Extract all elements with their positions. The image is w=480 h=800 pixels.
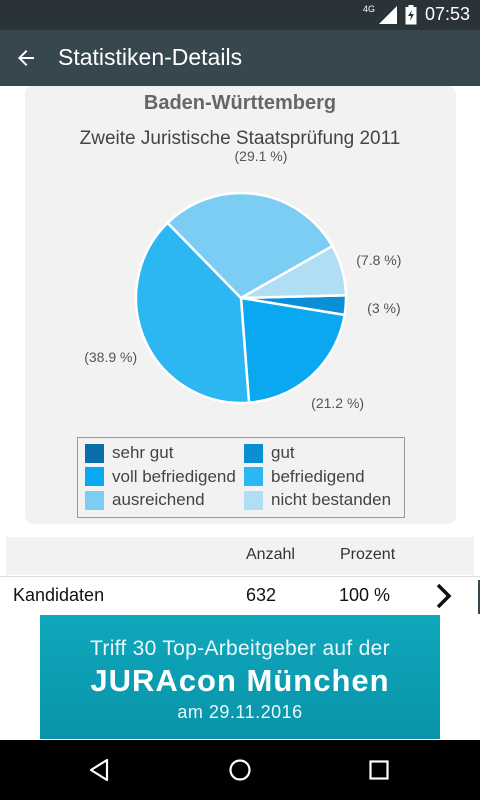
banner-line-3: am 29.11.2016 xyxy=(177,702,303,722)
pie-slice-label: (38.9 %) xyxy=(84,348,138,365)
legend-swatch xyxy=(85,490,104,510)
table-row[interactable]: Kandidaten 632 100 % xyxy=(0,576,480,614)
pie-chart xyxy=(134,191,348,405)
network-type: 4G xyxy=(362,3,375,14)
table-header: Anzahl Prozent xyxy=(6,537,474,575)
back-triangle-icon xyxy=(89,758,109,782)
row-label: Kandidaten xyxy=(13,585,105,605)
row-prozent: 100 % xyxy=(339,585,391,605)
legend-swatch xyxy=(244,443,263,463)
ad-banner[interactable]: Triff 30 Top-Arbeitgeber auf der JURAcon… xyxy=(40,615,440,739)
legend-label: befriedigend xyxy=(271,466,365,486)
legend-swatch xyxy=(244,467,263,486)
nav-recents-button[interactable] xyxy=(359,752,399,788)
legend-item: nicht bestanden xyxy=(244,489,391,511)
legend-item: gut xyxy=(244,442,295,464)
legend-swatch xyxy=(85,467,104,486)
toolbar: Statistiken-Details xyxy=(0,30,480,86)
column-header-anzahl: Anzahl xyxy=(246,546,295,563)
status-time: 07:53 xyxy=(424,4,470,24)
legend-item: voll befriedigend xyxy=(85,466,236,488)
legend-label: ausreichend xyxy=(112,490,205,509)
scroll-edge-indicator xyxy=(478,580,480,614)
page-title: Statistiken-Details xyxy=(58,44,243,70)
chart-subtitle: Zweite Juristische Staatsprüfung 2011 xyxy=(79,128,401,149)
pie-slice-label: (21.2 %) xyxy=(311,395,365,412)
pie-slice xyxy=(240,244,348,300)
pie-slice-label: (29.1 %) xyxy=(234,148,288,165)
pie-slice-label: (3 %) xyxy=(367,299,401,316)
battery-icon xyxy=(405,4,417,24)
chart-legend: sehr gut gut voll befriedigend befriedigend… xyxy=(77,437,405,518)
legend-label: gut xyxy=(271,443,295,462)
pie-slice xyxy=(239,296,347,405)
column-header-prozent: Prozent xyxy=(340,546,396,563)
legend-item: befriedigend xyxy=(244,466,365,488)
legend-swatch xyxy=(85,443,104,463)
navigation-bar xyxy=(0,740,480,800)
back-button[interactable] xyxy=(4,36,48,80)
signal-icon xyxy=(378,5,397,24)
nav-back-button[interactable] xyxy=(79,752,119,788)
nav-home-button[interactable] xyxy=(220,752,260,788)
legend-swatch xyxy=(244,490,263,510)
legend-label: sehr gut xyxy=(112,443,174,462)
chart-title: Baden-Württemberg xyxy=(143,92,337,114)
pie-slice xyxy=(134,221,251,405)
status-bar: 4G 07:53 xyxy=(0,0,480,30)
banner-line-2: JURAcon München xyxy=(90,663,390,698)
pie-slice-label: (7.8 %) xyxy=(356,251,402,268)
pie-slice xyxy=(165,191,335,300)
legend-item: sehr gut xyxy=(85,442,173,464)
arrow-left-icon xyxy=(18,50,34,66)
row-anzahl: 632 xyxy=(246,585,277,605)
banner-line-1: Triff 30 Top-Arbeitgeber auf der xyxy=(90,637,390,660)
legend-label: nicht bestanden xyxy=(271,490,392,509)
chevron-right-icon[interactable] xyxy=(432,583,456,609)
home-circle-icon xyxy=(229,759,251,781)
legend-item: ausreichend xyxy=(85,489,205,511)
recents-square-icon xyxy=(369,760,389,780)
legend-label: voll befriedigend xyxy=(112,466,236,486)
